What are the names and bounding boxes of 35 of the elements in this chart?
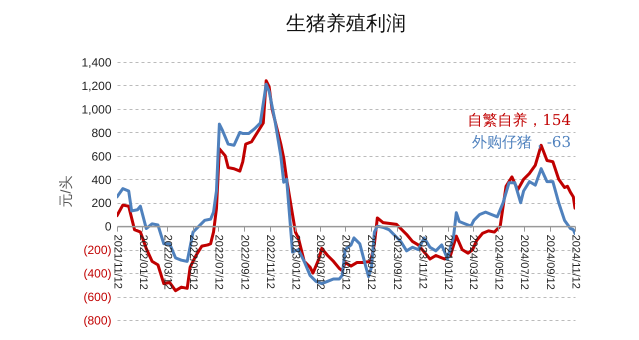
x-tick-label: 2022/09/12 [238,234,251,290]
x-tick-label: 2023/11/12 [416,234,429,289]
x-tick-label: 2023/09/12 [391,234,404,290]
y-tick-label: 1,000 [81,102,112,116]
x-tick-label: 2024/01/12 [442,234,454,290]
x-tick-label: 2023/07/12 [365,234,378,290]
x-tick-label: 2024/05/12 [492,234,505,290]
x-tick-label: 2024/09/12 [544,234,556,290]
y-tick-label: (800) [83,314,112,328]
y-tick-label: 1,200 [81,78,112,93]
x-tick-label: 2023/01/12 [290,234,302,290]
x-tick-label: 2022/05/12 [187,234,200,290]
y-tick-label: 1,400 [81,56,112,70]
y-axis-title: 元/头 [57,176,74,208]
x-tick-label: 2022/11/12 [264,234,276,289]
y-tick-label: (400) [83,266,112,281]
x-tick-label: 2024/03/12 [467,234,480,290]
y-tick-label: 400 [91,172,112,187]
x-tick-label: 2024/11/12 [570,234,582,289]
y-tick-label: (200) [83,243,112,258]
text: 外购仔猪，-63 [472,133,571,151]
x-tick-label: 2022/07/12 [212,234,225,290]
x-tick-label: 2022/01/12 [136,234,149,290]
chart-title: 生猪养殖利润 [286,11,406,35]
y-tick-label: 0 [104,220,112,234]
y-tick-label: 800 [91,126,112,140]
text: 自繁自养，154 [467,111,571,129]
y-tick-label: 600 [91,149,112,164]
x-tick-label: 2022/03/12 [162,234,174,290]
y-tick-label: (600) [83,290,112,304]
x-tick-label: 2024/07/12 [518,234,530,290]
x-tick-label: 2021/11/12 [112,234,124,289]
x-tick-label: 2023/05/12 [340,234,352,290]
x-tick-label: 2023/03/12 [314,234,326,290]
y-tick-label: 200 [91,196,112,210]
